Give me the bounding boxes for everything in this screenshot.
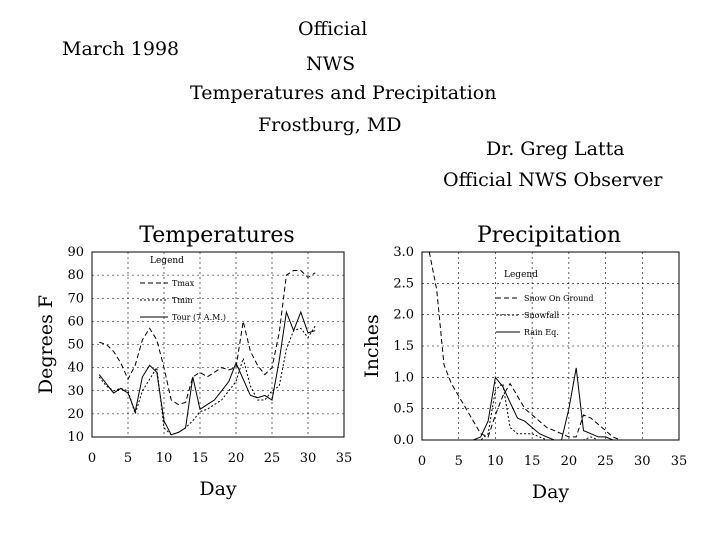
- chart-title: Temperatures: [139, 223, 294, 248]
- y-tick-label: 80: [67, 268, 84, 283]
- observer-title: Official NWS Observer: [443, 169, 663, 191]
- title-line-nws: NWS: [306, 53, 356, 75]
- x-tick-label: 5: [455, 454, 463, 469]
- title-line-subject: Temperatures and Precipitation: [190, 82, 497, 104]
- legend-entry: Rain Eq.: [524, 328, 559, 337]
- title-line-official: Official: [298, 18, 368, 40]
- observer-name: Dr. Greg Latta: [486, 138, 625, 160]
- y-tick-label: 90: [67, 245, 84, 260]
- y-tick-label: 1.0: [393, 370, 414, 385]
- x-tick-label: 0: [418, 454, 426, 469]
- y-tick-label: 2.0: [393, 308, 414, 323]
- y-tick-label: 0.5: [393, 402, 414, 417]
- legend-title: Legend: [150, 256, 184, 266]
- legend-entry: Tmax: [172, 279, 195, 288]
- x-axis-label: Day: [199, 478, 237, 500]
- y-tick-label: 30: [67, 384, 84, 399]
- series-line-tmin: [98, 325, 316, 436]
- temperature-chart: 0 5 10 15 20 25 30 35 10 20 30 40 50 60 70 80 90 Temperat…: [35, 223, 352, 500]
- x-tick-label: 30: [300, 451, 317, 466]
- legend-entry: Tour (7 A.M.): [172, 313, 226, 322]
- x-tick-label: 10: [487, 454, 504, 469]
- series-line-tmax: [99, 270, 316, 406]
- x-tick-label: 30: [634, 454, 651, 469]
- plot-frame: [91, 251, 345, 438]
- y-tick-label: 50: [67, 338, 84, 353]
- x-tick-label: 25: [597, 454, 614, 469]
- legend-entry: Snow On Ground: [524, 294, 594, 303]
- x-tick-label: 20: [561, 454, 578, 469]
- x-tick-label: 15: [524, 454, 541, 469]
- y-tick-label: 60: [67, 314, 84, 329]
- y-axis-label: Inches: [361, 314, 383, 378]
- x-tick-label: 0: [88, 451, 96, 466]
- legend-entry: Tmin: [172, 296, 193, 305]
- series-line-snow-on-ground: [428, 251, 650, 441]
- y-tick-label: 70: [67, 291, 84, 306]
- y-tick-label: 0.0: [393, 433, 414, 448]
- x-tick-label: 15: [192, 451, 209, 466]
- y-tick-label: 1.5: [393, 339, 414, 354]
- plot-frame: [421, 251, 680, 441]
- y-tick-label: 20: [67, 407, 84, 422]
- title-line-location: Frostburg, MD: [258, 114, 402, 136]
- x-axis-label: Day: [532, 481, 570, 503]
- report-date: March 1998: [62, 38, 180, 60]
- x-tick-label: 25: [264, 451, 281, 466]
- x-tick-label: 10: [156, 451, 173, 466]
- precipitation-chart: 0 5 10 15 20 25 30 35 0.0 0.5 1.0 1.5 2.0 2.5 3.0 Preci…: [361, 223, 687, 503]
- legend-entry: Snowfall: [524, 311, 560, 320]
- x-tick-label: 20: [228, 451, 245, 466]
- y-tick-label: 3.0: [393, 245, 414, 260]
- legend-title: Legend: [504, 270, 538, 280]
- x-tick-label: 35: [671, 454, 688, 469]
- y-tick-label: 10: [67, 430, 84, 445]
- x-tick-label: 5: [124, 451, 132, 466]
- x-tick-label: 35: [336, 451, 353, 466]
- series-line-tour-7-a-m: [98, 310, 316, 436]
- y-tick-label: 40: [67, 361, 84, 376]
- y-axis-label: Degrees F: [35, 295, 57, 394]
- series-line-snowfall: [429, 382, 650, 441]
- y-tick-label: 2.5: [393, 276, 414, 291]
- series-line-rain-eq: [429, 367, 650, 441]
- chart-title: Precipitation: [477, 223, 621, 248]
